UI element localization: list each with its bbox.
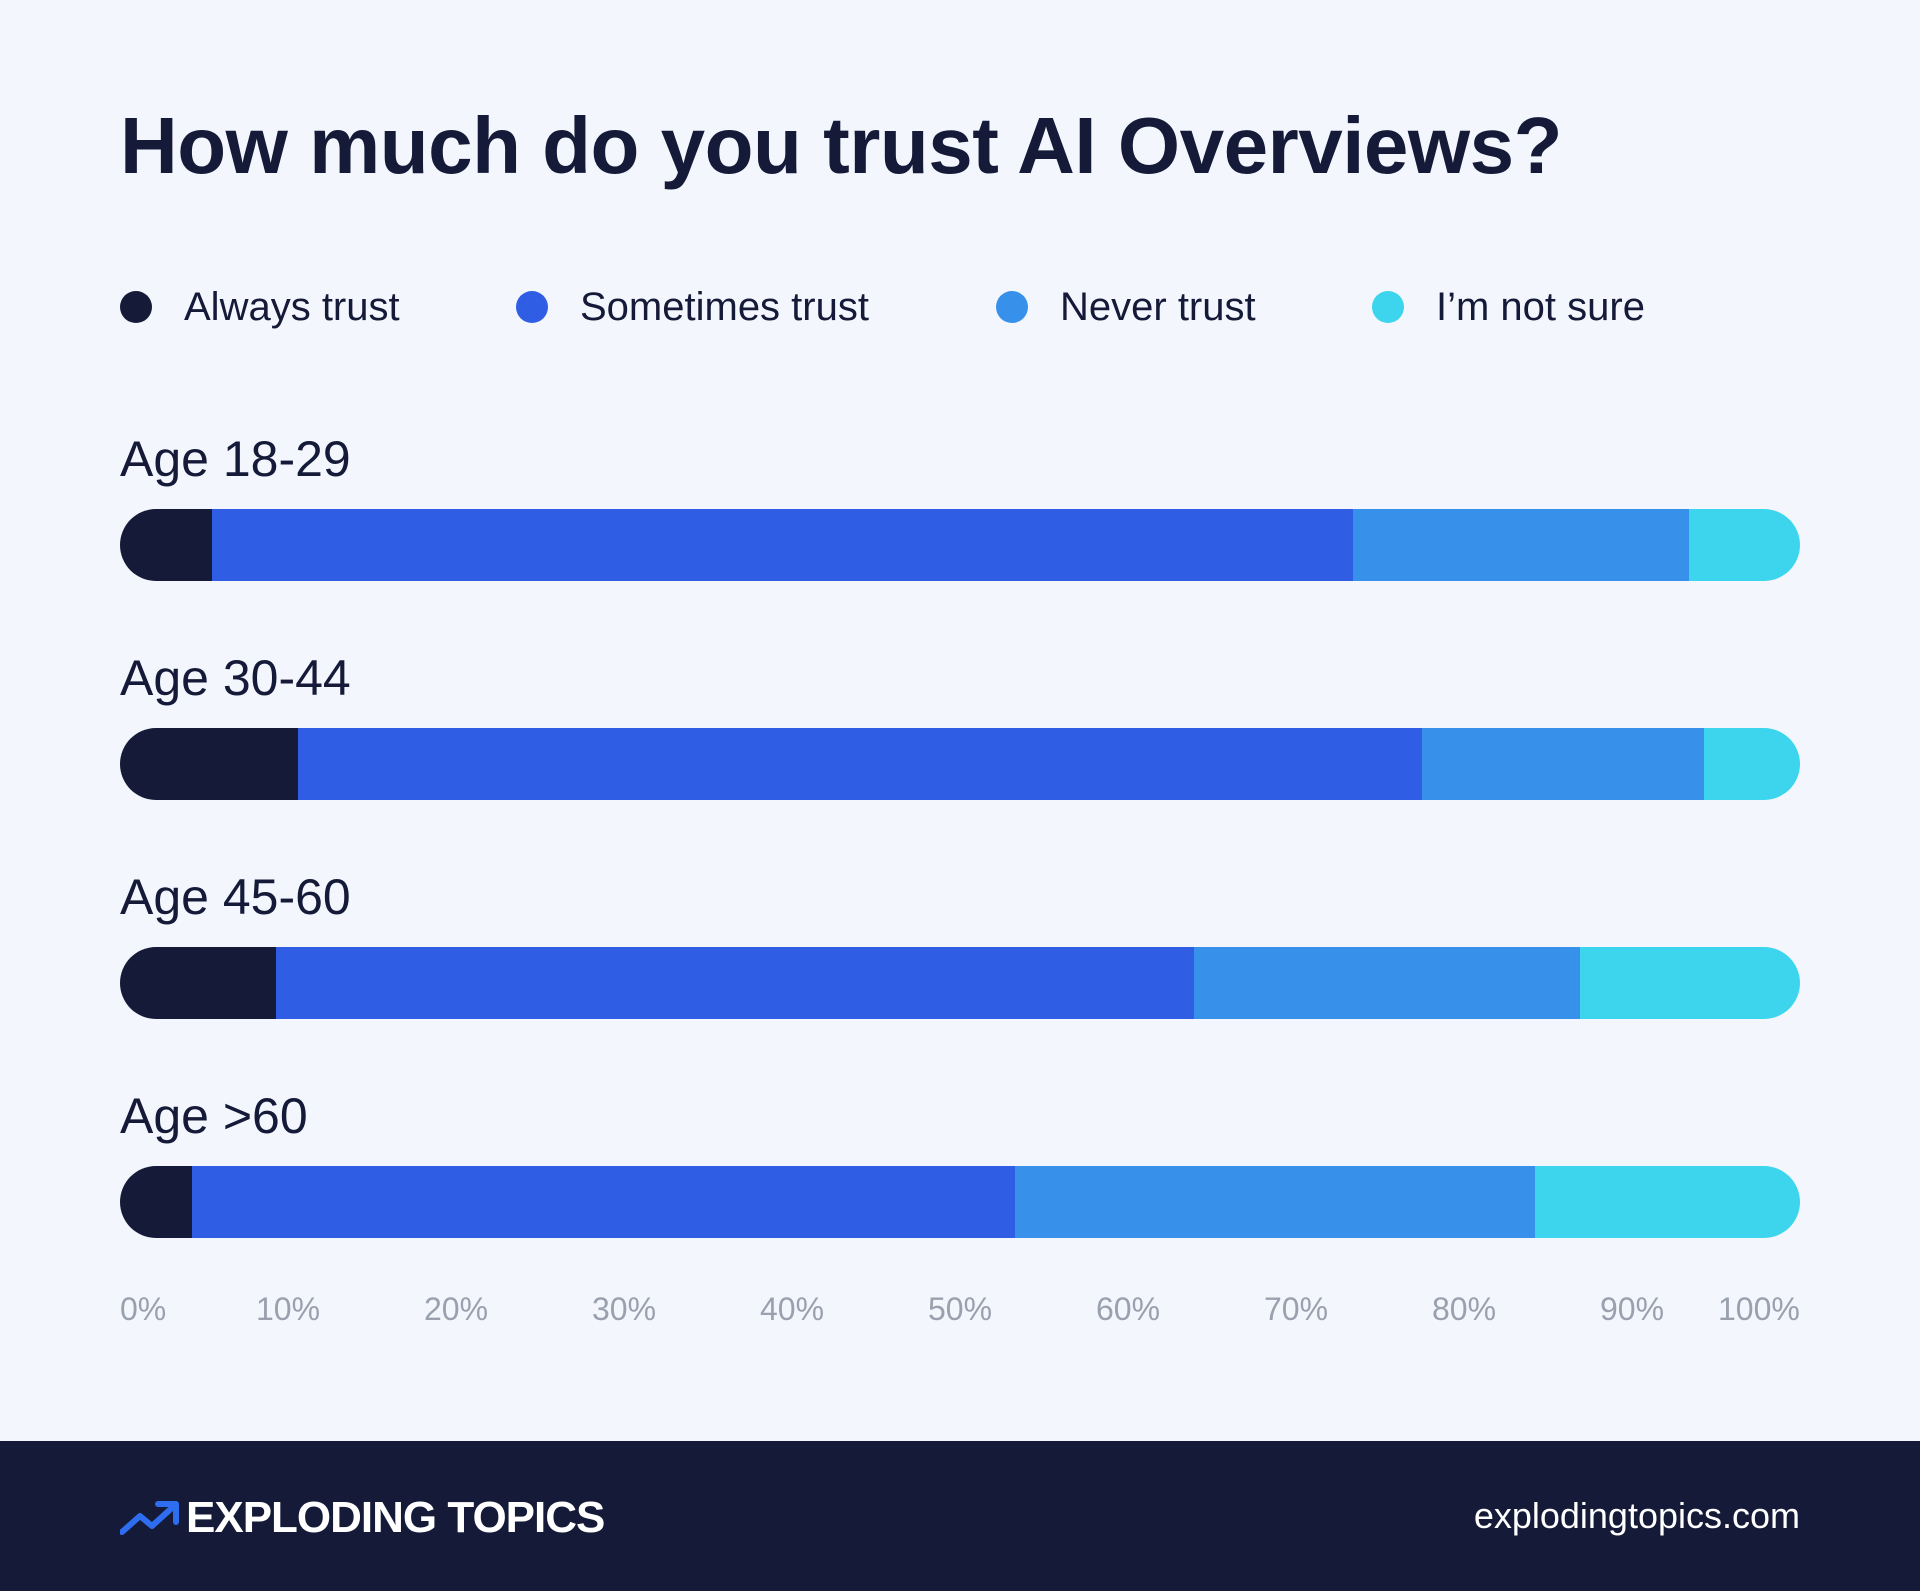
legend-dot-always-trust — [120, 291, 152, 323]
bar-segment-not-sure — [1579, 947, 1800, 1019]
bar-age-45-60 — [120, 947, 1800, 1019]
x-tick-label: 10% — [256, 1291, 321, 1327]
category-label-30-44: Age 30-44 — [120, 650, 351, 706]
bar-segment-always-trust — [120, 947, 277, 1019]
footer: EXPLODING TOPICS explodingtopics.com — [0, 1441, 1920, 1591]
bar-segment-never-trust — [1193, 947, 1581, 1019]
brand-name: EXPLODING TOPICS — [186, 1493, 605, 1542]
bar-segment-always-trust — [120, 509, 213, 581]
bar-segment-not-sure — [1689, 509, 1800, 581]
bar-segment-not-sure — [1534, 1166, 1800, 1238]
bar-segment-never-trust — [1353, 509, 1690, 581]
x-tick-label: 50% — [928, 1291, 993, 1327]
brand-logo[interactable]: EXPLODING TOPICS — [120, 1493, 605, 1543]
x-tick-label: 90% — [1600, 1291, 1665, 1327]
bar-age-30-44 — [120, 728, 1800, 800]
legend-label-never-trust: Never trust — [1060, 284, 1256, 329]
x-tick-label: 80% — [1432, 1291, 1497, 1327]
chart-title: How much do you trust AI Overviews? — [120, 101, 1563, 190]
legend-label-sometimes-trust: Sometimes trust — [580, 284, 869, 329]
x-tick-label: 70% — [1264, 1291, 1329, 1327]
legend-dot-sometimes-trust — [516, 291, 548, 323]
x-tick-label: 100% — [1718, 1291, 1800, 1327]
legend-dot-not-sure — [1372, 291, 1404, 323]
x-tick-label: 60% — [1096, 1291, 1161, 1327]
bar-segment-sometimes-trust — [298, 728, 1423, 800]
bar-segment-sometimes-trust — [212, 509, 1354, 581]
bar-age-over-60 — [120, 1166, 1800, 1238]
trend-arrow-icon — [120, 1501, 179, 1535]
category-label-over-60: Age >60 — [120, 1088, 308, 1144]
x-tick-label: 40% — [760, 1291, 825, 1327]
category-label-45-60: Age 45-60 — [120, 869, 351, 925]
bar-segment-never-trust — [1422, 728, 1705, 800]
bar-segment-always-trust — [120, 1166, 193, 1238]
x-tick-label: 0% — [120, 1291, 167, 1327]
site-url[interactable]: explodingtopics.com — [1473, 1495, 1800, 1536]
legend-dot-never-trust — [996, 291, 1028, 323]
bar-segment-sometimes-trust — [276, 947, 1194, 1019]
bar-segment-never-trust — [1015, 1166, 1536, 1238]
category-label-18-29: Age 18-29 — [120, 431, 351, 487]
bar-segment-sometimes-trust — [192, 1166, 1016, 1238]
x-tick-label: 30% — [592, 1291, 657, 1327]
legend-label-not-sure: I’m not sure — [1436, 284, 1645, 329]
x-tick-label: 20% — [424, 1291, 489, 1327]
legend-item-always-trust: Always trust — [120, 282, 400, 332]
legend-label-always-trust: Always trust — [184, 284, 400, 329]
legend-item-not-sure: I’m not sure — [1372, 282, 1645, 332]
bar-segment-always-trust — [120, 728, 299, 800]
legend-item-sometimes-trust: Sometimes trust — [516, 282, 869, 332]
legend-item-never-trust: Never trust — [996, 282, 1256, 332]
bar-segment-not-sure — [1704, 728, 1800, 800]
legend: Always trust Sometimes trust Never trust… — [120, 282, 1800, 332]
bar-age-18-29 — [120, 509, 1800, 581]
